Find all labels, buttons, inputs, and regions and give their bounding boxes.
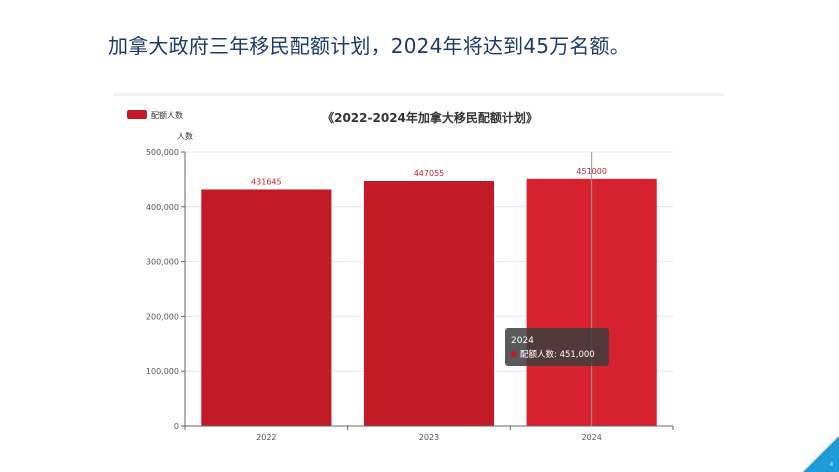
data-label: 447055 (414, 169, 445, 178)
tooltip-background (505, 328, 609, 366)
bars (201, 178, 657, 426)
tooltip-year: 2024 (511, 336, 534, 346)
chart-panel: 配额人数 《2022-2024年加拿大移民配额计划》 人数 0 100,000 20… (113, 93, 724, 465)
bar-2023[interactable] (363, 181, 495, 426)
axes: 0 100,000 200,000 300,000 400,000 500,000 2022… (146, 148, 674, 442)
y-tick-label: 300,000 (146, 258, 179, 267)
legend-swatch[interactable] (127, 110, 147, 119)
chart-title: 《2022-2024年加拿大移民配额计划》 (322, 110, 538, 125)
x-tick-label: 2024 (581, 433, 601, 442)
y-axis-title: 人数 (177, 131, 193, 141)
data-label: 431645 (251, 177, 282, 186)
bar-2022[interactable] (201, 189, 332, 426)
x-tick-label: 2022 (256, 433, 276, 442)
y-tick-label: 100,000 (146, 367, 179, 376)
y-tick-label: 0 (174, 422, 179, 431)
legend-label[interactable]: 配额人数 (151, 110, 183, 120)
slide-title: 加拿大政府三年移民配额计划，2024年将达到45万名额。 (108, 34, 630, 58)
bar-chart: 配额人数 《2022-2024年加拿大移民配额计划》 人数 0 100,000 20… (127, 110, 674, 442)
tooltip-value: 配额人数: 451,000 (520, 349, 595, 360)
y-tick-label: 400,000 (146, 203, 179, 212)
x-tick-label: 2023 (419, 433, 439, 442)
tooltip-series-dot (511, 351, 517, 357)
corner-triangle-decoration (803, 436, 839, 472)
y-tick-label: 500,000 (146, 148, 179, 157)
y-tick-label: 200,000 (146, 312, 179, 321)
tooltip: 2024 配额人数: 451,000 (505, 328, 609, 366)
page-number: 4 (829, 462, 833, 468)
